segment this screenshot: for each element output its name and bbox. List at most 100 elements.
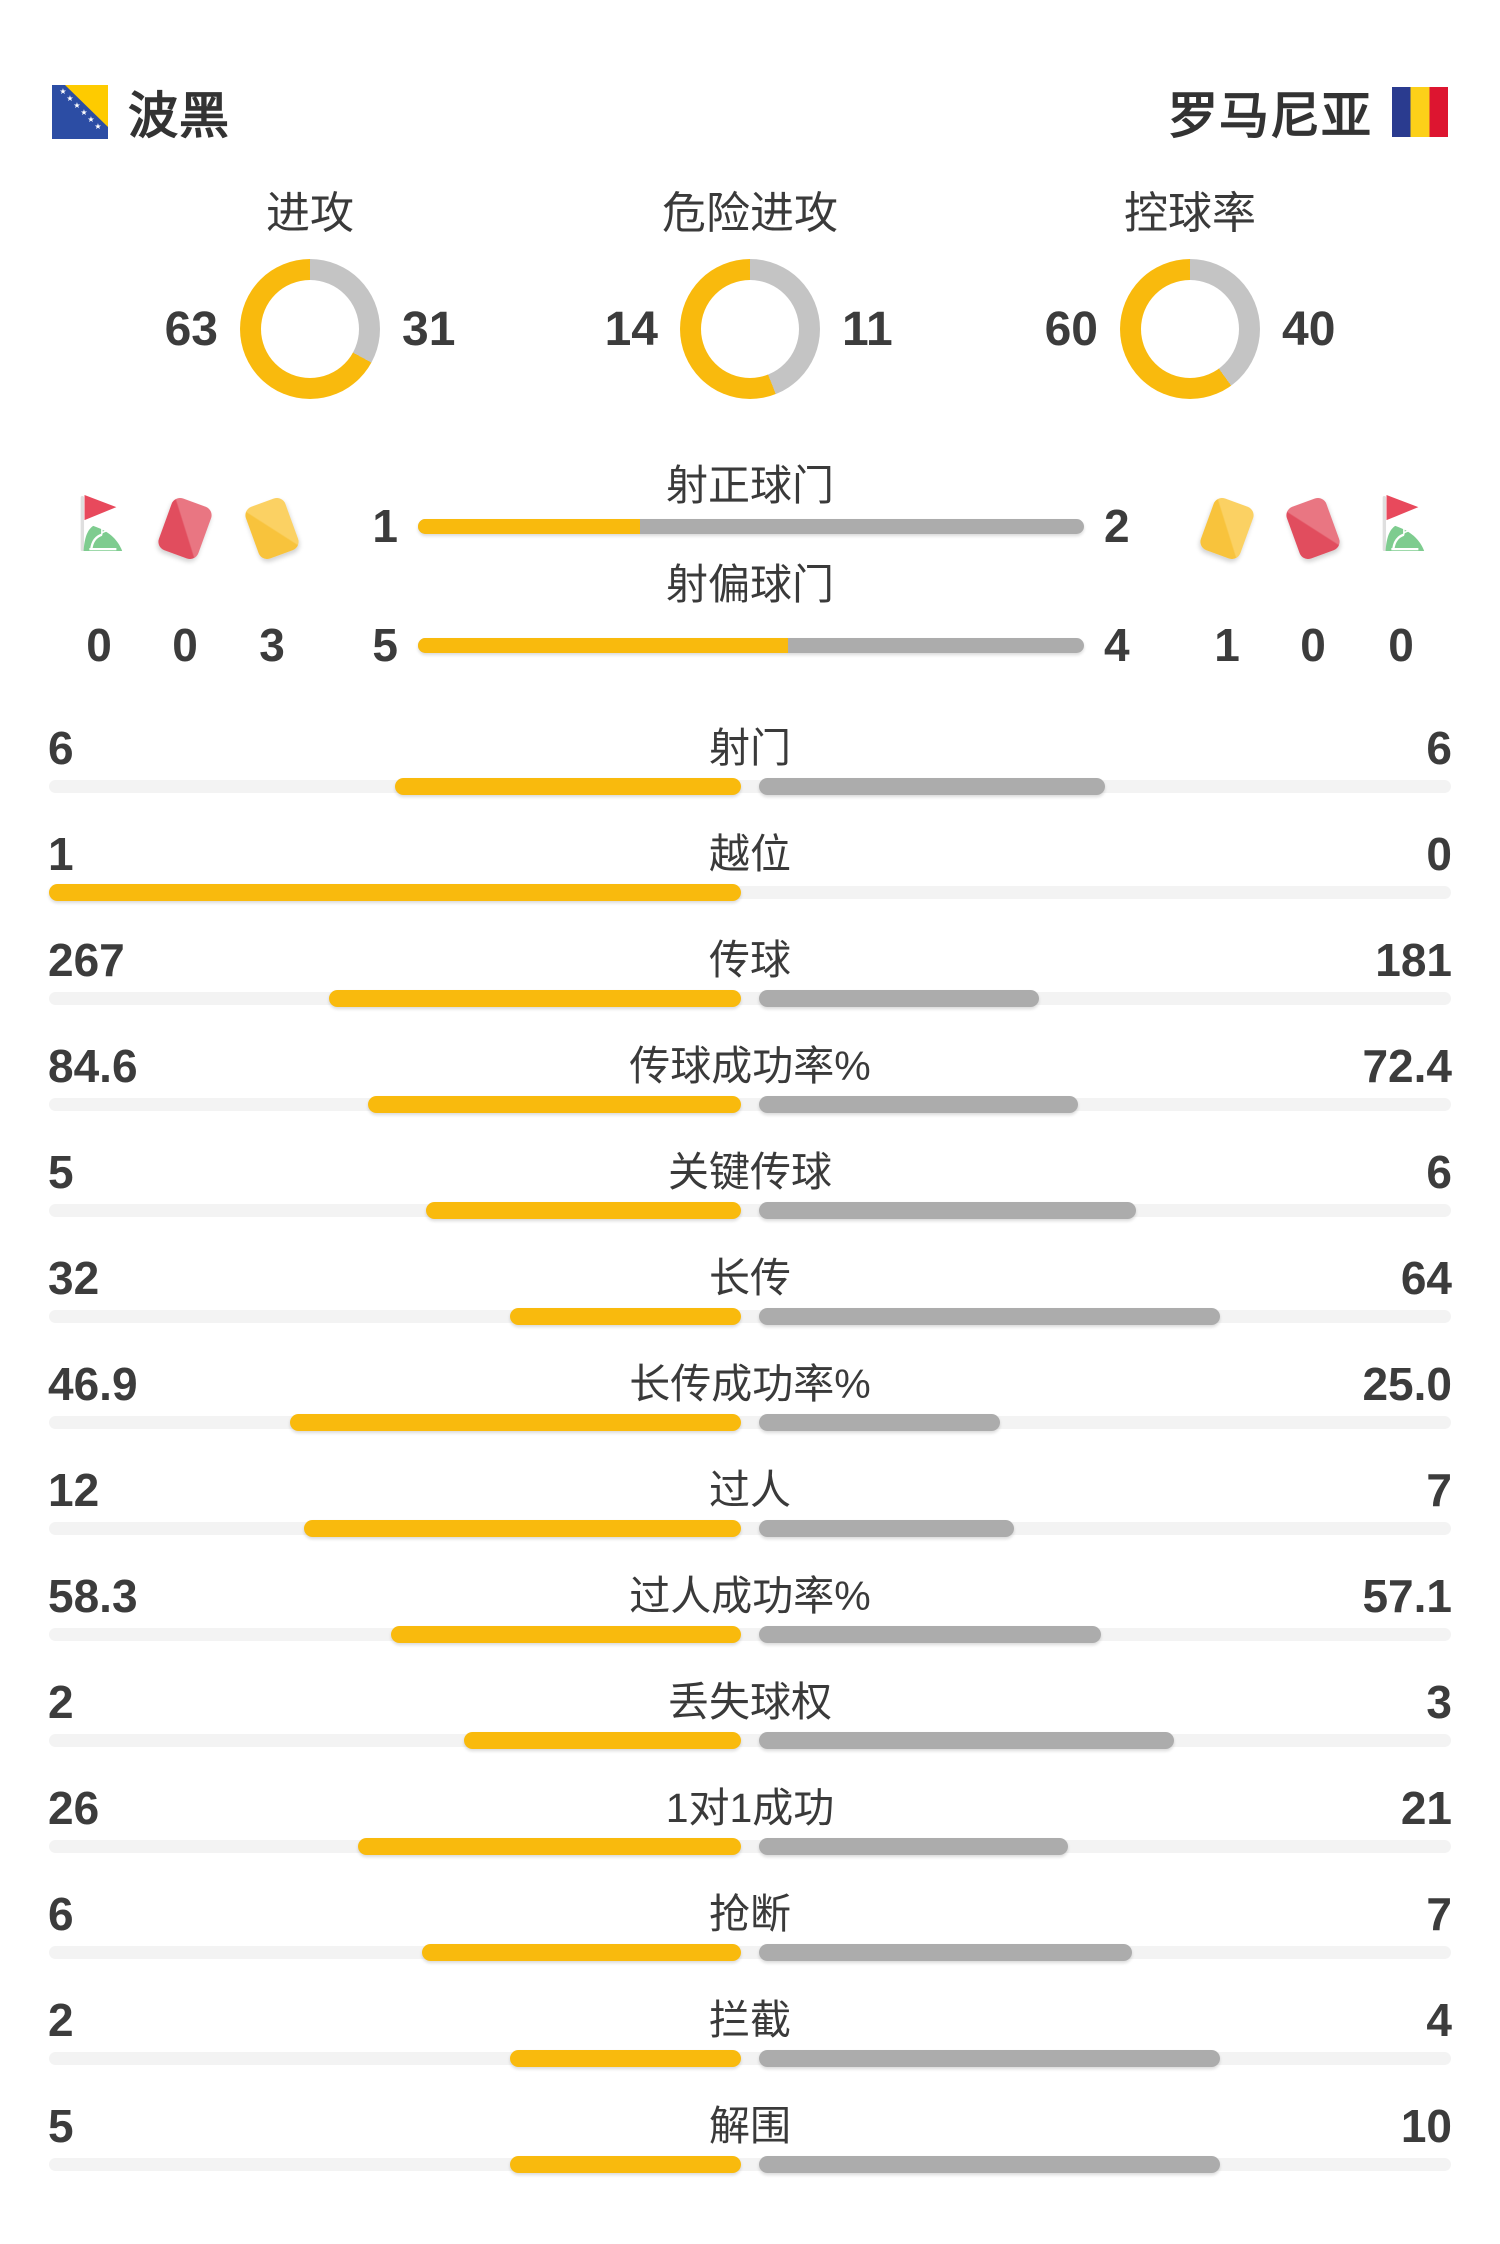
away-value: 181	[1375, 934, 1452, 986]
home-fill	[391, 1626, 741, 1643]
bar-track	[49, 2052, 1451, 2065]
home-value: 12	[48, 1464, 100, 1516]
home-value: 5	[372, 619, 398, 671]
away-value: 6	[1426, 1146, 1452, 1198]
stat-row: 12 7 过人	[0, 1464, 1500, 1570]
away-yellow-cards-count: 1	[1214, 619, 1240, 671]
away-value: 0	[1426, 828, 1452, 880]
home-fill	[464, 1732, 741, 1749]
stat-bar	[49, 1202, 1451, 1219]
home-value: 46.9	[48, 1358, 138, 1410]
bosnia-flag-icon: ★ ★ ★ ★ ★ ★	[52, 85, 108, 139]
bar-track	[49, 1416, 1451, 1429]
home-value: 5	[48, 2100, 74, 2152]
svg-text:★: ★	[80, 108, 87, 117]
stat-row: 1 0 越位	[0, 828, 1500, 934]
away-value: 57.1	[1362, 1570, 1452, 1622]
bar-track	[49, 1204, 1451, 1217]
home-value: 2	[48, 1676, 74, 1728]
home-fill	[395, 778, 741, 795]
away-fill	[759, 778, 1105, 795]
stat-label: 解围	[709, 2103, 791, 2149]
home-value: 1	[372, 500, 398, 552]
donut-attacks: 进攻 63 31	[154, 190, 466, 399]
donut-section: 进攻 63 31 危险进攻 14 11 控球率 60	[0, 190, 1500, 399]
donut-title: 控球率	[1124, 189, 1256, 238]
stat-bar	[49, 1626, 1451, 1643]
svg-text:★: ★	[94, 122, 101, 131]
stat-label: 传球	[709, 937, 791, 983]
away-fill	[759, 1096, 1079, 1113]
home-value: 14	[604, 302, 658, 356]
shots-off-target-label: 射偏球门	[665, 561, 834, 608]
away-value: 11	[842, 302, 893, 356]
match-header: ★ ★ ★ ★ ★ ★ 波黑 罗马尼亚	[0, 0, 1500, 148]
home-fill	[426, 1202, 741, 1219]
romania-flag-icon	[1392, 87, 1448, 137]
stat-label: 1对1成功	[665, 1785, 835, 1831]
stat-label: 传球成功率%	[629, 1043, 871, 1089]
away-red-cards-count: 0	[1300, 619, 1326, 671]
stat-row: 5 10 解围	[0, 2100, 1500, 2206]
away-fill	[759, 1202, 1137, 1219]
home-fill	[418, 519, 640, 534]
donut-ring	[680, 259, 820, 399]
stat-bar	[49, 2050, 1451, 2067]
donut-dangerous-attacks: 危险进攻 14 11	[594, 190, 906, 399]
away-fill	[759, 990, 1039, 1007]
away-value: 21	[1400, 1782, 1452, 1834]
away-value: 3	[1426, 1676, 1452, 1728]
home-fill	[510, 2050, 741, 2067]
stat-row: 2 4 拦截	[0, 1994, 1500, 2100]
bar-track	[49, 1522, 1451, 1535]
away-team-name: 罗马尼亚	[1168, 88, 1372, 144]
home-value: 60	[1044, 302, 1098, 356]
svg-text:★: ★	[66, 94, 73, 103]
stat-label: 拦截	[709, 1997, 791, 2043]
home-fill	[49, 884, 741, 901]
away-value: 40	[1282, 302, 1336, 356]
stat-bar	[49, 2156, 1451, 2173]
home-fill	[510, 1308, 741, 1325]
home-value: 5	[48, 1146, 74, 1198]
stat-label: 丢失球权	[668, 1679, 832, 1725]
home-fill	[418, 638, 788, 653]
bar-track	[49, 1734, 1451, 1747]
home-team-name: 波黑	[128, 88, 230, 144]
donut-hole	[701, 280, 799, 378]
stats-list: 6 6 射门 1 0 越位 267 181 传球	[0, 722, 1500, 2206]
stat-row: 5 6 关键传球	[0, 1146, 1500, 1252]
stat-row: 6 7 抢断	[0, 1888, 1500, 1994]
donut-hole	[1141, 280, 1239, 378]
home-value: 2	[48, 1994, 74, 2046]
home-value: 32	[48, 1252, 100, 1304]
home-value: 267	[48, 934, 125, 986]
away-fill	[759, 1732, 1175, 1749]
home-fill	[328, 990, 741, 1007]
stat-label: 射门	[709, 725, 791, 771]
stat-row: 58.3 57.1 过人成功率%	[0, 1570, 1500, 1676]
stat-label: 关键传球	[668, 1149, 832, 1195]
home-value: 1	[48, 828, 74, 880]
away-value: 7	[1426, 1888, 1452, 1940]
away-value: 7	[1426, 1464, 1452, 1516]
stat-label: 长传	[709, 1255, 791, 1301]
away-value: 4	[1104, 619, 1130, 671]
home-corner-flag-icon	[71, 492, 127, 556]
svg-text:★: ★	[87, 115, 94, 124]
home-value: 6	[48, 1888, 74, 1940]
shots-on-target-bar	[418, 519, 1084, 534]
bar-track	[49, 1628, 1451, 1641]
home-fill	[510, 2156, 741, 2173]
home-yellow-cards-count: 3	[259, 619, 285, 671]
donut-ring	[240, 259, 380, 399]
stat-label: 长传成功率%	[629, 1361, 871, 1407]
away-fill	[759, 1626, 1102, 1643]
away-value: 6	[1426, 722, 1452, 774]
donut-title: 危险进攻	[662, 189, 838, 238]
stat-bar	[49, 778, 1451, 795]
stat-label: 过人成功率%	[629, 1573, 871, 1619]
svg-text:★: ★	[59, 87, 66, 96]
home-corners-count: 0	[86, 619, 112, 671]
home-value: 63	[164, 302, 218, 356]
